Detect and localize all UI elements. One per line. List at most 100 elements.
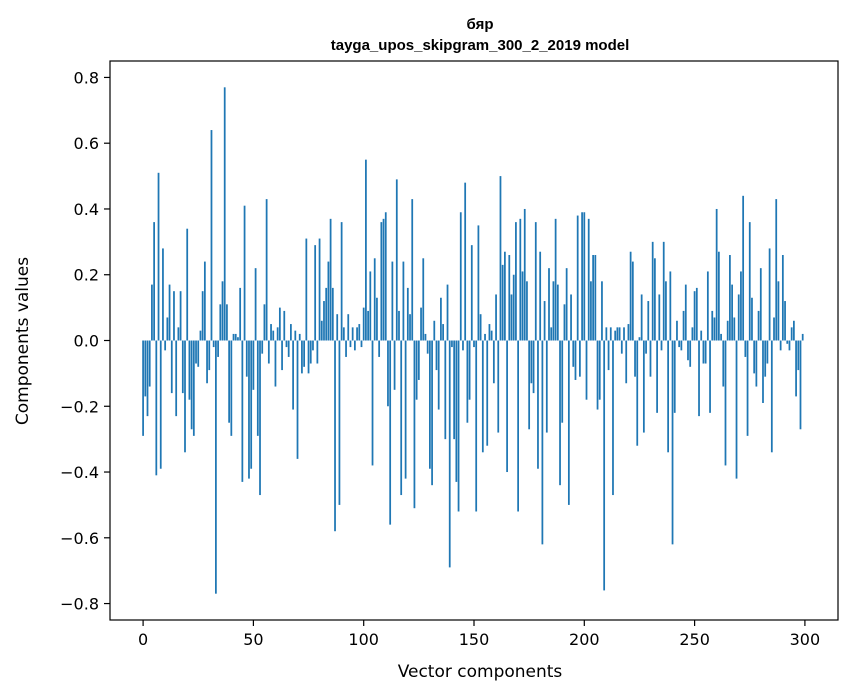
bar-136 — [442, 324, 444, 341]
bar-17 — [179, 291, 182, 341]
bar-133 — [435, 340, 438, 371]
bar-102 — [367, 310, 369, 341]
bar-126 — [420, 307, 422, 341]
bar-162 — [499, 176, 502, 341]
bar-225 — [638, 337, 641, 341]
bar-33 — [215, 340, 217, 594]
bar-194 — [570, 294, 572, 341]
bar-258 — [711, 310, 714, 341]
bar-286 — [773, 317, 775, 341]
bar-122 — [411, 199, 414, 341]
x-tick-label-200: 200 — [569, 630, 600, 649]
bar-143 — [457, 340, 460, 512]
bar-86 — [331, 287, 334, 341]
bar-87 — [334, 340, 336, 532]
bar-253 — [700, 330, 703, 341]
bar-82 — [323, 301, 325, 341]
bar-4 — [151, 284, 153, 341]
bar-155 — [484, 333, 486, 341]
bar-175 — [528, 340, 531, 430]
bar-81 — [320, 320, 323, 341]
bar-150 — [473, 340, 475, 348]
bar-63 — [281, 340, 283, 371]
bar-247 — [687, 340, 689, 361]
bar-172 — [521, 271, 524, 341]
bar-146 — [464, 182, 467, 341]
bar-1 — [144, 340, 147, 397]
bar-66 — [287, 340, 290, 357]
bar-285 — [770, 340, 773, 453]
bar-32 — [212, 340, 215, 348]
bar-72 — [301, 340, 303, 374]
bar-59 — [272, 330, 275, 341]
bar-193 — [567, 340, 570, 505]
bar-282 — [764, 340, 767, 377]
bar-185 — [550, 327, 553, 341]
bar-214 — [614, 330, 617, 341]
bar-254 — [702, 340, 705, 364]
bar-99 — [360, 340, 363, 348]
bar-26 — [199, 330, 202, 341]
bar-186 — [552, 281, 555, 341]
bar-38 — [226, 304, 228, 341]
bar-94 — [349, 340, 352, 348]
bar-106 — [376, 297, 378, 341]
bar-211 — [607, 340, 610, 371]
bar-58 — [270, 324, 272, 341]
bar-124 — [415, 340, 418, 400]
y-axis-ticks: −0.8 −0.6 −0.4 −0.2 0.0 0.2 0.4 0.6 0.8 — [60, 68, 110, 614]
bar-227 — [642, 340, 645, 433]
bar-71 — [298, 333, 301, 341]
bar-230 — [649, 340, 652, 377]
bar-189 — [559, 340, 561, 486]
bar-297 — [797, 340, 800, 371]
bar-127 — [422, 258, 425, 341]
bar-272 — [742, 195, 745, 341]
bar-190 — [561, 340, 564, 423]
bar-292 — [786, 340, 789, 344]
bar-178 — [534, 222, 537, 341]
bar-11 — [166, 317, 169, 341]
bar-161 — [497, 340, 500, 433]
bar-262 — [720, 333, 722, 341]
bar-89 — [338, 340, 341, 505]
bar-168 — [512, 274, 515, 341]
bar-201 — [585, 340, 588, 400]
bar-223 — [634, 340, 636, 377]
bar-234 — [658, 294, 661, 341]
x-tick-label-0: 0 — [138, 630, 148, 649]
bar-216 — [618, 327, 621, 341]
bar-179 — [537, 340, 539, 469]
bar-141 — [453, 340, 456, 440]
bar-25 — [197, 340, 200, 367]
bar-205 — [594, 255, 597, 341]
bar-18 — [181, 340, 184, 394]
bar-256 — [706, 271, 709, 341]
bar-264 — [724, 340, 727, 466]
bar-6 — [155, 340, 158, 476]
bar-30 — [208, 340, 211, 371]
bar-181 — [541, 340, 544, 545]
bar-224 — [636, 340, 639, 446]
y-tick-label-1: −0.6 — [60, 529, 99, 548]
bar-96 — [353, 340, 356, 351]
bar-274 — [746, 340, 749, 436]
bar-209 — [603, 340, 606, 591]
bar-91 — [342, 327, 345, 341]
x-tick-label-250: 250 — [679, 630, 710, 649]
bar-215 — [616, 327, 619, 341]
bar-97 — [356, 327, 358, 341]
bar-166 — [508, 255, 511, 341]
bar-176 — [530, 340, 533, 384]
bar-0 — [142, 340, 144, 436]
bar-169 — [515, 222, 517, 341]
bar-34 — [217, 340, 219, 357]
bar-57 — [267, 340, 270, 364]
y-tick-label-8: 0.8 — [74, 68, 99, 87]
bar-132 — [433, 320, 436, 341]
bar-198 — [579, 340, 581, 377]
bar-43 — [237, 337, 239, 341]
bar-37 — [223, 87, 226, 341]
bar-68 — [292, 340, 294, 410]
